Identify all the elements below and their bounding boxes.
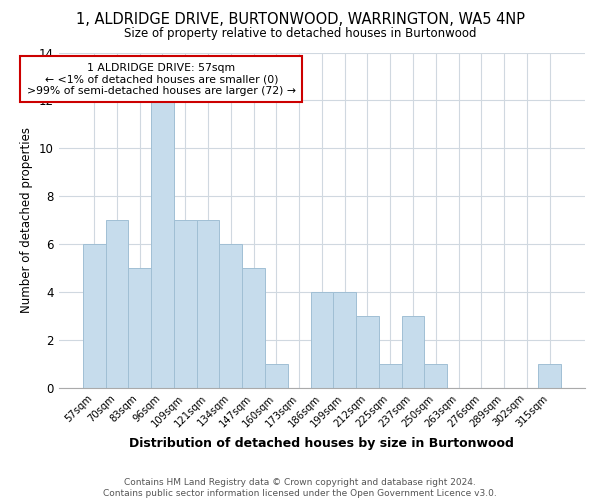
- Bar: [83, 244, 106, 388]
- Text: 1 ALDRIDGE DRIVE: 57sqm
← <1% of detached houses are smaller (0)
>99% of semi-de: 1 ALDRIDGE DRIVE: 57sqm ← <1% of detache…: [27, 62, 296, 96]
- Bar: [379, 364, 401, 388]
- Bar: [334, 292, 356, 388]
- Bar: [220, 244, 242, 388]
- Bar: [128, 268, 151, 388]
- Bar: [424, 364, 447, 388]
- Text: 1, ALDRIDGE DRIVE, BURTONWOOD, WARRINGTON, WA5 4NP: 1, ALDRIDGE DRIVE, BURTONWOOD, WARRINGTO…: [76, 12, 524, 28]
- Bar: [151, 100, 174, 388]
- Bar: [106, 220, 128, 388]
- Bar: [197, 220, 220, 388]
- Bar: [401, 316, 424, 388]
- Bar: [242, 268, 265, 388]
- Y-axis label: Number of detached properties: Number of detached properties: [20, 128, 34, 314]
- X-axis label: Distribution of detached houses by size in Burtonwood: Distribution of detached houses by size …: [130, 437, 514, 450]
- Bar: [538, 364, 561, 388]
- Text: Size of property relative to detached houses in Burtonwood: Size of property relative to detached ho…: [124, 28, 476, 40]
- Text: Contains HM Land Registry data © Crown copyright and database right 2024.
Contai: Contains HM Land Registry data © Crown c…: [103, 478, 497, 498]
- Bar: [356, 316, 379, 388]
- Bar: [265, 364, 288, 388]
- Bar: [174, 220, 197, 388]
- Bar: [311, 292, 334, 388]
